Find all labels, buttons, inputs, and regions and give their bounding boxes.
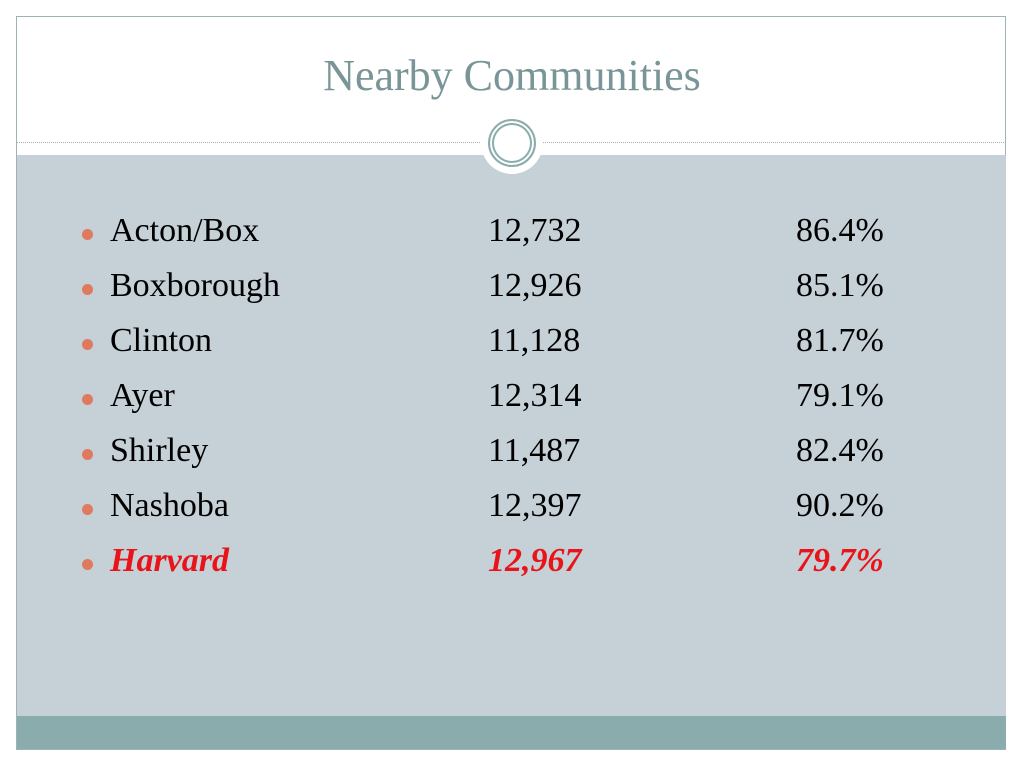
bullet [82,229,93,240]
community-name: Acton/Box [110,212,260,249]
community-name: Harvard [110,542,229,579]
list-row: Ayer 12,314 79.1% [0,377,1024,432]
bullet [82,449,93,460]
list-row: Clinton 11,128 81.7% [0,322,1024,377]
title: Nearby Communities [323,51,701,100]
community-value: 12,314 [488,377,582,414]
community-percent: 90.2% [796,487,884,524]
list-row: Acton/Box 12,732 86.4% [0,212,1024,267]
community-name: Boxborough [110,267,280,304]
bullet [82,559,93,570]
bullet [82,504,93,515]
bullet [82,339,93,350]
footer-band [17,716,1006,749]
community-value: 12,397 [488,487,582,524]
bullet [82,284,93,295]
divider-ornament [481,112,543,174]
community-percent: 82.4% [796,432,884,469]
community-name: Clinton [110,322,213,359]
list-row: Nashoba 12,397 90.2% [0,487,1024,542]
list-row: Boxborough 12,926 85.1% [0,267,1024,322]
community-value: 12,732 [488,212,582,249]
community-name: Shirley [110,432,209,469]
community-percent: 85.1% [796,267,884,304]
community-percent: 79.1% [796,377,884,414]
community-value: 12,967 [488,542,582,579]
content-panel [17,155,1006,716]
community-value: 11,128 [488,322,581,359]
list-row: Shirley 11,487 82.4% [0,432,1024,487]
list-row: Harvard 12,967 79.7% [0,542,1024,597]
community-name: Nashoba [110,487,229,524]
community-list: Acton/Box 12,732 86.4% Boxborough 12,926 85.1… [0,212,1024,597]
community-name: Ayer [110,377,175,414]
community-value: 11,487 [488,432,581,469]
community-percent: 86.4% [796,212,884,249]
community-percent: 79.7% [796,542,884,579]
bullet [82,394,93,405]
community-percent: 81.7% [796,322,884,359]
community-value: 12,926 [488,267,582,304]
